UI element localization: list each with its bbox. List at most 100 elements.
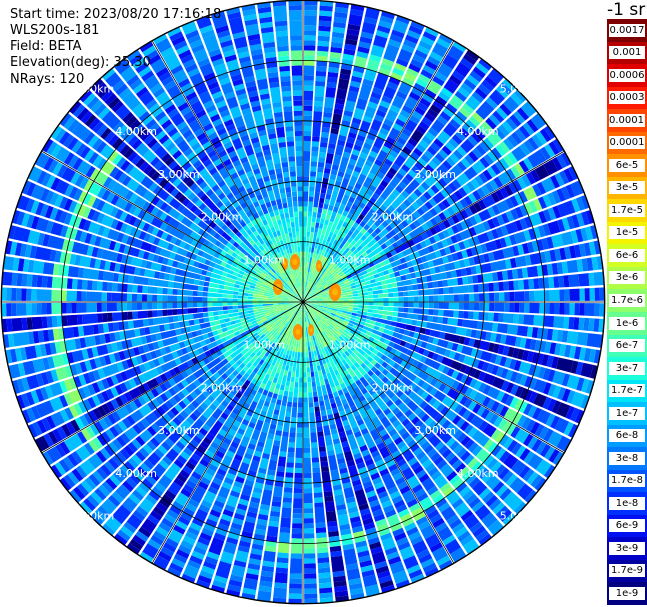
gate-cell [326, 444, 334, 452]
gate-cell [362, 78, 374, 87]
gate-cell [244, 426, 254, 439]
gate-cell [317, 35, 330, 42]
gate-cell [300, 317, 303, 328]
gate-cell [81, 428, 92, 441]
gate-cell [34, 152, 50, 169]
gate-cell [527, 137, 539, 151]
gate-cell [401, 368, 417, 382]
gate-cell [436, 403, 446, 413]
gate-cell [389, 149, 399, 159]
gate-cell [362, 337, 369, 343]
gate-cell [524, 338, 532, 350]
gate-cell [227, 584, 242, 593]
gate-cell [351, 149, 361, 157]
gate-cell [453, 149, 464, 160]
gate-cell [207, 287, 219, 293]
gate-cell [541, 354, 549, 367]
gate-cell [121, 302, 128, 311]
gate-cell [397, 312, 409, 319]
gate-cell [224, 227, 232, 235]
gate-cell [331, 278, 337, 283]
gate-cell [559, 289, 565, 301]
gate-cell [489, 302, 495, 312]
gate-cell [419, 400, 428, 410]
gate-cell [259, 274, 265, 280]
gate-cell [147, 342, 155, 352]
gate-cell [296, 427, 303, 433]
gate-cell [468, 311, 474, 320]
gate-cell [450, 360, 463, 371]
gate-cell [396, 239, 404, 247]
gate-cell [267, 318, 273, 322]
gate-cell [556, 329, 564, 342]
gate-cell [52, 162, 63, 176]
gate-cell [413, 302, 419, 308]
gate-cell [451, 380, 460, 390]
gate-cell [441, 448, 452, 459]
gate-cell [139, 161, 150, 172]
gate-cell [243, 349, 253, 359]
gate-cell [374, 220, 381, 227]
gate-cell [516, 483, 534, 500]
gate-cell [306, 362, 310, 368]
gate-cell [267, 344, 278, 359]
gate-cell [427, 260, 435, 268]
gate-cell [232, 309, 239, 313]
gate-cell [238, 328, 245, 334]
gate-cell [270, 505, 281, 513]
gate-cell [381, 537, 396, 551]
gate-cell [276, 425, 283, 432]
gate-cell [363, 224, 371, 231]
gate-cell [104, 130, 116, 143]
gate-cell [357, 365, 367, 377]
gate-cell [430, 119, 445, 134]
gate-cell [408, 169, 418, 179]
gate-cell [426, 187, 436, 197]
gate-cell [286, 457, 295, 463]
gate-cell [389, 367, 401, 378]
gate-cell [460, 157, 471, 169]
gate-cell [235, 238, 243, 245]
gate-cell [405, 34, 419, 45]
gate-cell [387, 287, 399, 293]
gate-cell [124, 190, 134, 201]
gate-cell [552, 385, 562, 399]
gate-cell [377, 358, 385, 366]
gate-cell [121, 497, 138, 513]
gate-cell [161, 427, 171, 437]
gate-cell [396, 365, 405, 373]
gate-cell [441, 395, 459, 411]
gate-cell [76, 279, 83, 290]
gate-cell [382, 192, 397, 209]
gate-cell [319, 287, 325, 291]
gate-cell [363, 359, 371, 366]
gate-cell [225, 472, 236, 481]
gate-cell [209, 348, 216, 355]
gate-cell [230, 320, 236, 326]
gate-cell [179, 353, 191, 364]
gate-cell [145, 335, 153, 344]
gate-cell [80, 480, 93, 494]
gate-cell [326, 188, 333, 195]
gate-cell [403, 307, 409, 313]
gate-cell [134, 184, 148, 198]
gate-cell [85, 426, 96, 439]
gate-cell [370, 278, 376, 284]
gate-cell [311, 141, 320, 147]
gate-cell [27, 165, 43, 183]
gate-cell [437, 231, 446, 241]
gate-cell [223, 477, 234, 485]
gate-cell [364, 334, 371, 340]
gate-cell [310, 314, 320, 329]
gate-cell [235, 366, 243, 373]
gate-cell [228, 428, 237, 437]
gate-cell [258, 431, 268, 443]
gate-cell [386, 315, 393, 321]
gate-cell [188, 418, 205, 435]
gate-cell [80, 110, 93, 124]
gate-cell [76, 107, 90, 121]
gate-cell [304, 292, 308, 298]
gate-cell [364, 137, 375, 146]
gate-cell [386, 411, 395, 420]
gate-cell [228, 238, 236, 245]
